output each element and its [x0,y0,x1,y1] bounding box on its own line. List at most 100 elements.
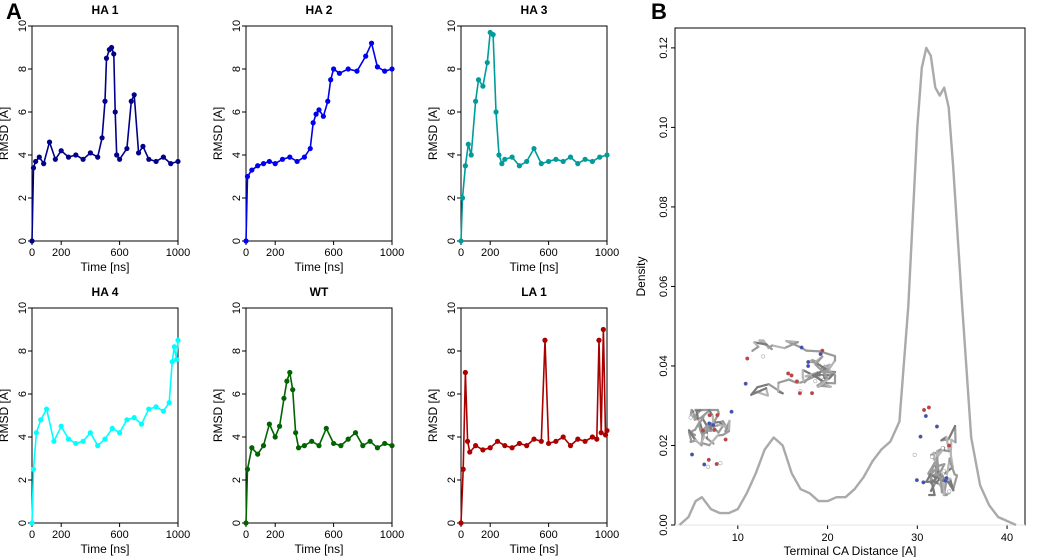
data-point [131,415,137,421]
data-point [114,152,120,158]
data-point [243,238,249,244]
bond-stick [814,361,828,371]
bond-stick [939,475,944,494]
data-point [87,430,93,436]
atom [743,381,748,386]
data-point [531,436,537,442]
data-point [153,158,159,165]
y-tick-label: 6 [446,391,458,397]
data-point [367,438,373,444]
data-point [95,443,101,449]
data-point [460,466,466,472]
data-point [99,135,105,141]
data-point [473,443,479,449]
data-point [138,421,145,427]
data-point [487,445,493,451]
atom [761,354,766,359]
y-tick-label: 2 [17,195,29,201]
data-point [531,145,537,152]
y-tick-label: 4 [446,152,458,158]
rmsd-panel-1: HA 1 0 200 600 1000 0 2 4 6 8 10 Time [ns] RMSD [A] [0,3,190,274]
data-point [111,51,117,57]
data-point [168,161,174,167]
y-axis-label: RMSD [A] [211,389,225,442]
data-point [604,152,610,158]
data-point [102,98,108,104]
data-point [462,369,468,376]
bond-stick [756,383,770,389]
data-point [493,109,499,115]
data-point [475,77,482,83]
y-axis-label: RMSD [A] [426,389,440,442]
x-tick-label: 600 [110,529,128,541]
plot-frame [245,25,393,242]
series-line [460,31,608,242]
bond-stick [727,419,731,433]
data-point [36,154,42,160]
data-point [389,66,395,72]
atom [786,371,791,376]
y-tick-label: 10 [17,302,29,314]
data-point [33,430,39,436]
data-point [135,150,142,156]
data-point [567,443,574,449]
bond-stick [687,431,693,443]
data-point [575,436,581,442]
atom [797,391,802,396]
data-point [382,440,388,447]
data-point [524,443,530,449]
x-tick-label: 600 [539,247,557,259]
data-point [103,55,110,61]
data-point [494,438,501,444]
data-point [598,430,604,436]
atom [941,468,946,473]
x-tick-label: 600 [110,247,128,259]
bond-stick [822,367,831,374]
data-point [124,145,130,152]
data-point [260,161,267,167]
data-point [128,98,134,104]
y-tick-label: 10 [446,302,458,314]
data-point [52,156,58,162]
data-point [244,466,251,472]
bond-stick [721,430,731,437]
data-point [345,66,351,72]
data-point [249,445,255,451]
bond-stick [750,386,759,396]
x-tick-label: 600 [539,529,557,541]
data-point [360,443,366,449]
data-point [596,337,602,343]
data-point [87,150,93,156]
bond-stick [718,423,729,428]
data-point [295,445,302,451]
atom [706,457,711,462]
x-tick-label: 200 [481,529,499,541]
y-tick-label: 8 [446,348,458,354]
data-point [146,156,152,162]
y-tick-label: 0.08 [658,196,670,217]
y-axis-label: Density [634,256,648,296]
data-point [173,357,180,363]
data-point [374,64,380,70]
y-tick-label: 4 [231,152,243,158]
data-point [331,66,337,72]
x-tick-label: 600 [324,247,342,259]
data-point [484,59,490,66]
data-point [146,406,152,412]
atom [794,379,799,384]
data-point [44,406,50,412]
y-tick-label: 0 [446,520,458,526]
series-line [31,340,179,524]
data-point [458,238,464,244]
y-tick-label: 0 [446,238,458,244]
data-point [255,451,261,457]
bond-stick [770,344,786,350]
data-point [538,161,544,167]
y-tick-label: 6 [231,391,243,397]
bond-stick [750,387,768,396]
x-tick-label: 0 [458,247,464,259]
chart-title: LA 1 [521,285,547,299]
data-point [502,443,508,449]
data-point [29,520,35,526]
data-point [560,434,566,440]
